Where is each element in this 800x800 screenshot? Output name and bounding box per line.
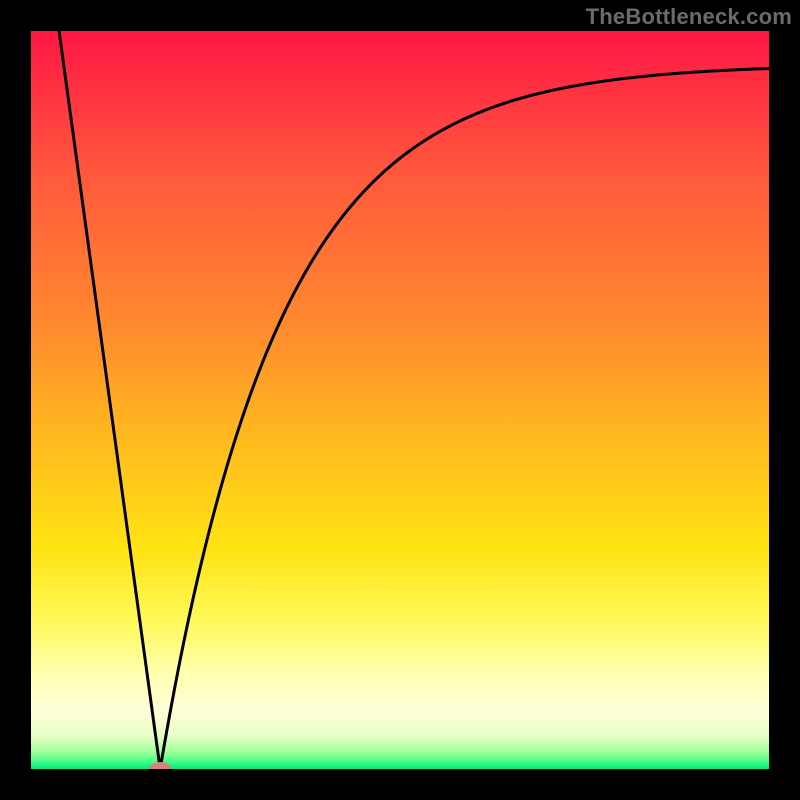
minimum-marker (149, 762, 171, 769)
curve-left-branch (59, 31, 160, 769)
curve-layer (31, 31, 769, 769)
watermark-text: TheBottleneck.com (586, 4, 792, 30)
chart-root: TheBottleneck.com (0, 0, 800, 800)
curve-right-branch (160, 68, 769, 769)
plot-area (31, 31, 769, 769)
